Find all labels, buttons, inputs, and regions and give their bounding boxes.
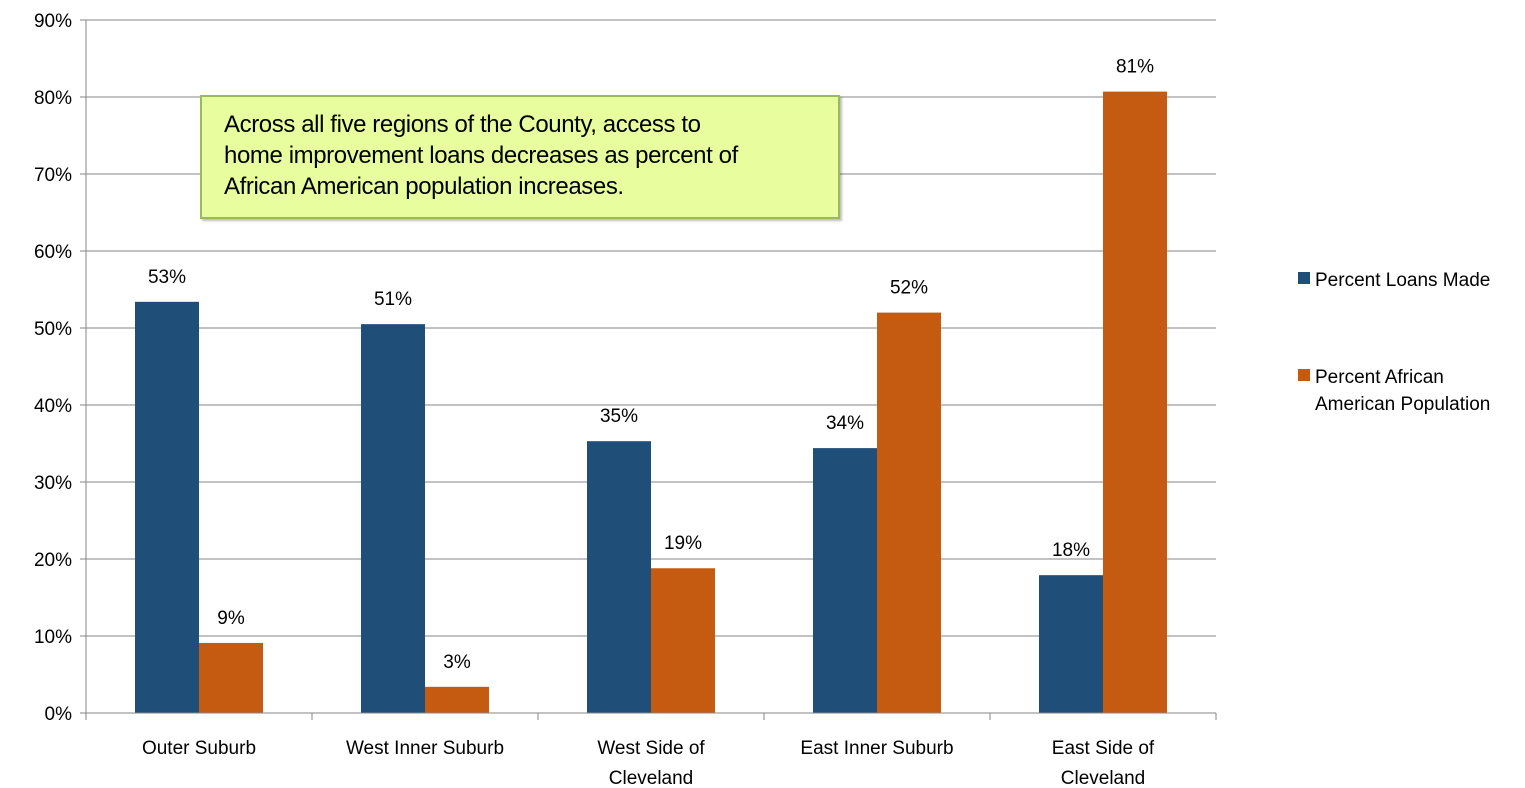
bar-loans [813,448,877,713]
annotation-line-3: African American population increases. [224,173,624,200]
data-labels: 53% 51% 35% 34% 18% 9% 3% 19% 52% 81% [148,57,1154,673]
y-tick-label: 20% [34,550,72,571]
legend-swatch [1298,272,1310,284]
bar-loans [135,301,199,713]
data-label: 19% [664,533,702,554]
bar-population [1103,91,1167,714]
bar-loans [1039,575,1103,713]
bar-population [199,642,263,713]
y-tick-label: 70% [34,165,72,186]
annotation-line-2: home improvement loans decreases as perc… [224,142,738,169]
x-tick-label: Cleveland [609,768,694,788]
annotation-line-1: Across all five regions of the County, a… [224,111,701,138]
data-label: 34% [826,413,864,434]
data-label: 9% [217,608,245,629]
y-tick-label: 50% [34,319,72,340]
bar-population [425,686,489,713]
data-label: 52% [890,278,928,299]
y-tick-label: 10% [34,627,72,648]
annotation-callout: Across all five regions of the County, a… [200,95,840,219]
x-tick-label: East Side of [1052,738,1155,759]
bar-population [651,568,715,713]
data-label: 35% [600,406,638,427]
y-tick-label: 40% [34,396,72,417]
x-tick-label: East Inner Suburb [800,738,953,759]
data-label: 18% [1052,540,1090,561]
data-label: 81% [1116,57,1154,78]
y-tick-label: 0% [45,704,73,725]
y-tick-label: 80% [34,88,72,109]
legend-label: Percent African [1315,367,1444,388]
y-tick-label: 60% [34,242,72,263]
y-tick-label: 30% [34,473,72,494]
data-label: 53% [148,267,186,288]
legend: Percent Loans Made Percent African America… [1298,270,1490,415]
x-tick-label: Outer Suburb [142,738,256,759]
bar-loans [361,324,425,713]
x-tick-label: West Inner Suburb [346,738,504,759]
y-tick-label: 90% [34,11,72,32]
legend-swatch [1298,369,1310,381]
bars [135,91,1167,714]
data-label: 51% [374,289,412,310]
legend-label: Percent Loans Made [1315,270,1490,291]
bar-population [877,312,941,713]
x-tick-label: Cleveland [1061,768,1146,788]
axes: 0% 10% 20% 30% 40% 50% 60% 70% 80% 90% Outer Subur… [34,11,1217,788]
bar-loans [587,441,651,713]
data-label: 3% [443,652,471,673]
legend-label: American Population [1315,394,1490,415]
x-tick-label: West Side of [597,738,705,759]
